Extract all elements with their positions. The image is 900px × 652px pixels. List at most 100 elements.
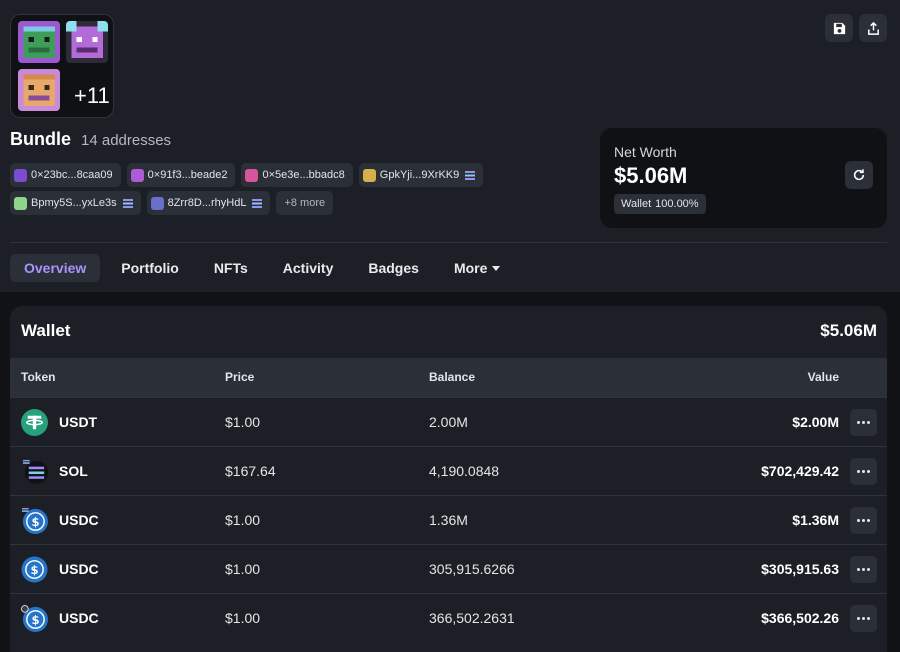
token-value: $2.00M bbox=[792, 414, 839, 430]
share-button[interactable] bbox=[859, 14, 887, 42]
address-chip-row-1: 0×23bc...8caa09 0×91f3...beade2 0×5e3e..… bbox=[10, 163, 590, 187]
more-icon bbox=[857, 421, 860, 424]
refresh-button[interactable] bbox=[845, 161, 873, 189]
table-header: Token Price Balance Value bbox=[10, 358, 887, 397]
address-chip[interactable]: 8Zrr8D...rhyHdL bbox=[146, 191, 271, 215]
avatar-2 bbox=[66, 21, 108, 63]
address-chip[interactable]: GpkYji...9XrKK9 bbox=[358, 163, 484, 187]
address-chip[interactable]: Bpmy5S...yxLe3s bbox=[10, 191, 141, 215]
address-chip[interactable]: 0×5e3e...bbadc8 bbox=[241, 163, 353, 187]
more-icon bbox=[857, 568, 860, 571]
usdt-icon bbox=[21, 409, 48, 436]
sol-icon bbox=[22, 459, 48, 485]
token-name: USDT bbox=[59, 414, 98, 430]
profile-header: +11 Bundle 14 addresses 0×23bc...8caa09 … bbox=[0, 0, 900, 292]
tab-more-label: More bbox=[453, 260, 488, 276]
solana-icon bbox=[252, 198, 263, 208]
save-button[interactable] bbox=[825, 14, 853, 42]
token-name: USDC bbox=[59, 610, 99, 626]
address-label: Bpmy5S...yxLe3s bbox=[31, 197, 117, 209]
address-chip-row-2: Bpmy5S...yxLe3s 8Zrr8D...rhyHdL +8 more bbox=[10, 191, 590, 215]
token-balance: 4,190.0848 bbox=[429, 463, 500, 479]
extra-avatar-count: +11 bbox=[74, 83, 110, 108]
address-avatar bbox=[245, 168, 259, 182]
more-addresses-button[interactable]: +8 more bbox=[276, 191, 334, 215]
address-label: 8Zrr8D...rhyHdL bbox=[167, 197, 247, 209]
solana-icon bbox=[465, 170, 476, 180]
more-icon bbox=[857, 617, 860, 620]
wallet-share-label: Wallet bbox=[621, 198, 652, 210]
address-chip[interactable]: 0×91f3...beade2 bbox=[126, 163, 236, 187]
address-avatar bbox=[150, 196, 164, 210]
column-token: Token bbox=[21, 370, 56, 384]
address-avatar bbox=[130, 168, 144, 182]
svg-text:$: $ bbox=[31, 613, 39, 627]
token-name: USDC bbox=[59, 512, 99, 528]
wallet-share-percent: 100.00% bbox=[655, 198, 699, 210]
tab-overview[interactable]: Overview bbox=[10, 254, 101, 282]
more-icon bbox=[857, 470, 860, 473]
share-icon bbox=[867, 21, 879, 35]
address-label: 0×91f3...beade2 bbox=[147, 169, 228, 181]
token-value: $702,429.42 bbox=[761, 463, 839, 479]
token-name: USDC bbox=[59, 561, 99, 577]
table-row[interactable]: $ USDC $1.00 1.36M $1.36M bbox=[10, 495, 887, 544]
address-chip[interactable]: 0×23bc...8caa09 bbox=[10, 163, 121, 187]
svg-text:$: $ bbox=[31, 515, 39, 529]
address-avatar bbox=[14, 196, 27, 210]
table-row[interactable]: SOL $167.64 4,190.0848 $702,429.42 bbox=[10, 446, 887, 495]
more-icon bbox=[857, 519, 860, 522]
token-balance: 305,915.6266 bbox=[429, 561, 515, 577]
address-avatar bbox=[14, 168, 27, 182]
net-worth-label: Net Worth bbox=[614, 144, 677, 160]
caret-down-icon bbox=[492, 265, 501, 271]
row-menu-button[interactable] bbox=[850, 605, 877, 632]
svg-text:$: $ bbox=[30, 563, 38, 577]
token-price: $1.00 bbox=[225, 512, 261, 528]
main-content: Wallet $5.06M Token Price Balance Value … bbox=[0, 292, 900, 652]
tab-bar: Overview Portfolio NFTs Activity Badges … bbox=[10, 254, 521, 282]
tab-badges[interactable]: Badges bbox=[368, 260, 419, 276]
wallet-card: Wallet $5.06M Token Price Balance Value … bbox=[10, 306, 887, 652]
tab-portfolio[interactable]: Portfolio bbox=[121, 260, 179, 276]
bundle-avatar-grid[interactable]: +11 bbox=[10, 14, 114, 118]
table-row[interactable]: USDT $1.00 2.00M $2.00M bbox=[10, 397, 887, 446]
row-menu-button[interactable] bbox=[850, 409, 877, 436]
wallet-share-badge: Wallet 100.00% bbox=[614, 194, 706, 214]
net-worth-card: Net Worth $5.06M Wallet 100.00% bbox=[600, 128, 887, 228]
token-price: $1.00 bbox=[225, 414, 261, 430]
net-worth-value: $5.06M bbox=[614, 163, 688, 188]
token-balance: 366,502.2631 bbox=[429, 610, 515, 626]
avatar-3 bbox=[18, 69, 60, 111]
address-avatar bbox=[362, 168, 376, 182]
row-menu-button[interactable] bbox=[850, 507, 877, 534]
header-divider bbox=[10, 242, 887, 243]
usdc-icon: $ bbox=[21, 507, 48, 534]
row-menu-button[interactable] bbox=[850, 458, 877, 485]
wallet-total: $5.06M bbox=[820, 321, 877, 340]
column-price: Price bbox=[225, 370, 255, 384]
tab-activity[interactable]: Activity bbox=[282, 260, 334, 276]
address-label: 0×5e3e...bbadc8 bbox=[262, 169, 345, 181]
avatar-1 bbox=[18, 21, 60, 63]
address-label: GpkYji...9XrKK9 bbox=[379, 169, 460, 181]
table-row[interactable]: $ USDC $1.00 305,915.6266 $305,915.63 bbox=[10, 544, 887, 593]
address-count: 14 addresses bbox=[81, 132, 172, 149]
address-label: 0×23bc...8caa09 bbox=[31, 169, 113, 181]
refresh-icon bbox=[853, 169, 865, 181]
usdc-icon: $ bbox=[21, 605, 48, 632]
wallet-title: Wallet bbox=[21, 321, 71, 340]
token-price: $167.64 bbox=[225, 463, 276, 479]
table-row[interactable]: $ USDC $1.00 366,502.2631 $366,502.26 bbox=[10, 593, 887, 642]
token-value: $366,502.26 bbox=[761, 610, 839, 626]
save-icon bbox=[833, 22, 845, 34]
bundle-title-row: Bundle 14 addresses bbox=[10, 129, 171, 151]
token-name: SOL bbox=[59, 463, 88, 479]
row-menu-button[interactable] bbox=[850, 556, 877, 583]
token-balance: 1.36M bbox=[429, 512, 468, 528]
tab-more[interactable]: More bbox=[440, 254, 514, 282]
tab-nfts[interactable]: NFTs bbox=[213, 260, 248, 276]
token-value: $305,915.63 bbox=[761, 561, 839, 577]
bundle-title: Bundle bbox=[10, 129, 71, 149]
token-value: $1.36M bbox=[792, 512, 839, 528]
